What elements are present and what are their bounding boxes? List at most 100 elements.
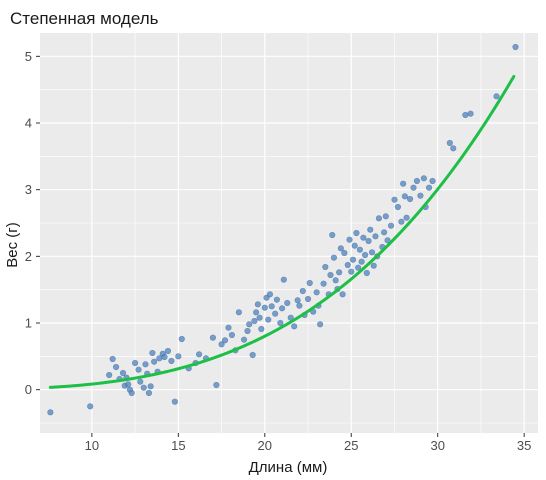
data-point bbox=[398, 218, 405, 225]
x-tick-label: 20 bbox=[258, 438, 272, 453]
data-point bbox=[178, 335, 185, 343]
data-point bbox=[246, 321, 253, 328]
data-point bbox=[391, 196, 398, 203]
data-point bbox=[358, 258, 365, 265]
data-point bbox=[346, 236, 353, 243]
data-point bbox=[329, 231, 336, 239]
data-point bbox=[512, 43, 519, 51]
x-axis-ticks: 10 15 20 25 30 35 bbox=[85, 433, 531, 453]
data-point bbox=[384, 237, 391, 244]
data-point bbox=[278, 305, 286, 312]
data-point bbox=[284, 299, 291, 307]
data-point bbox=[125, 381, 132, 388]
data-point bbox=[382, 213, 389, 220]
data-point bbox=[272, 310, 279, 317]
data-point bbox=[462, 111, 469, 119]
data-point bbox=[277, 319, 284, 327]
data-point bbox=[363, 269, 370, 277]
data-point bbox=[137, 378, 144, 385]
y-tick-label: 4 bbox=[25, 116, 32, 131]
data-point bbox=[218, 341, 225, 348]
data-point bbox=[209, 334, 217, 341]
data-point bbox=[360, 234, 367, 241]
data-point bbox=[135, 366, 142, 373]
data-point bbox=[268, 303, 275, 310]
data-point bbox=[168, 357, 175, 365]
data-point bbox=[403, 214, 410, 221]
y-tick-label: 2 bbox=[25, 249, 32, 264]
data-point bbox=[253, 309, 260, 316]
data-point bbox=[145, 389, 153, 397]
data-point bbox=[261, 304, 268, 311]
data-point bbox=[306, 279, 313, 287]
data-point bbox=[304, 295, 312, 303]
data-point bbox=[109, 355, 116, 363]
y-tick-label: 5 bbox=[25, 49, 32, 64]
data-point bbox=[119, 369, 127, 377]
data-point bbox=[128, 389, 135, 397]
y-axis-ticks: 0 1 2 3 4 5 bbox=[25, 49, 40, 397]
data-point bbox=[336, 269, 343, 276]
data-point bbox=[244, 327, 251, 335]
data-point bbox=[251, 317, 258, 325]
data-point bbox=[291, 323, 298, 330]
data-point bbox=[365, 237, 372, 245]
x-tick-label: 10 bbox=[85, 438, 99, 453]
x-tick-label: 35 bbox=[517, 438, 531, 453]
data-point bbox=[356, 246, 363, 253]
data-point bbox=[446, 139, 453, 147]
data-point bbox=[171, 398, 178, 405]
data-point bbox=[349, 256, 357, 263]
data-point bbox=[240, 336, 248, 343]
data-point bbox=[106, 371, 113, 379]
data-point bbox=[149, 349, 156, 357]
data-point bbox=[320, 280, 327, 287]
data-point bbox=[147, 383, 154, 390]
data-point bbox=[351, 242, 358, 249]
data-point bbox=[249, 351, 256, 359]
data-point bbox=[258, 325, 265, 333]
data-point bbox=[195, 351, 203, 358]
data-point bbox=[317, 321, 324, 328]
x-axis-label: Длина (мм) bbox=[249, 459, 328, 476]
data-point bbox=[425, 184, 433, 191]
data-point bbox=[361, 251, 369, 259]
minor-gridlines bbox=[40, 33, 538, 433]
data-point bbox=[330, 254, 338, 261]
data-point bbox=[228, 331, 236, 339]
data-point bbox=[368, 249, 376, 256]
data-point bbox=[112, 363, 120, 371]
data-point bbox=[394, 203, 402, 211]
data-point bbox=[327, 271, 334, 279]
data-point bbox=[339, 291, 346, 298]
x-tick-label: 25 bbox=[344, 438, 358, 453]
data-point bbox=[266, 291, 274, 298]
y-tick-label: 0 bbox=[25, 382, 32, 397]
data-point bbox=[344, 261, 351, 269]
data-point bbox=[420, 175, 427, 182]
data-point bbox=[254, 301, 261, 308]
data-point bbox=[47, 409, 54, 416]
chart-title: Степенная модель bbox=[10, 9, 159, 28]
data-point bbox=[413, 177, 421, 185]
data-point bbox=[381, 229, 388, 236]
data-point bbox=[332, 277, 339, 284]
major-gridlines bbox=[40, 33, 538, 433]
data-point bbox=[406, 195, 414, 203]
data-point bbox=[467, 110, 474, 117]
data-point bbox=[142, 361, 149, 368]
data-point bbox=[322, 263, 329, 271]
data-point bbox=[235, 309, 242, 316]
y-tick-label: 3 bbox=[25, 182, 32, 197]
y-tick-label: 1 bbox=[25, 316, 32, 331]
data-point bbox=[87, 403, 94, 410]
data-point bbox=[348, 268, 355, 275]
data-point bbox=[450, 145, 457, 152]
data-point bbox=[294, 297, 301, 304]
data-point bbox=[151, 358, 158, 365]
x-tick-label: 30 bbox=[430, 438, 444, 453]
data-point bbox=[161, 353, 168, 361]
x-tick-label: 15 bbox=[171, 438, 185, 453]
data-point bbox=[400, 180, 407, 187]
